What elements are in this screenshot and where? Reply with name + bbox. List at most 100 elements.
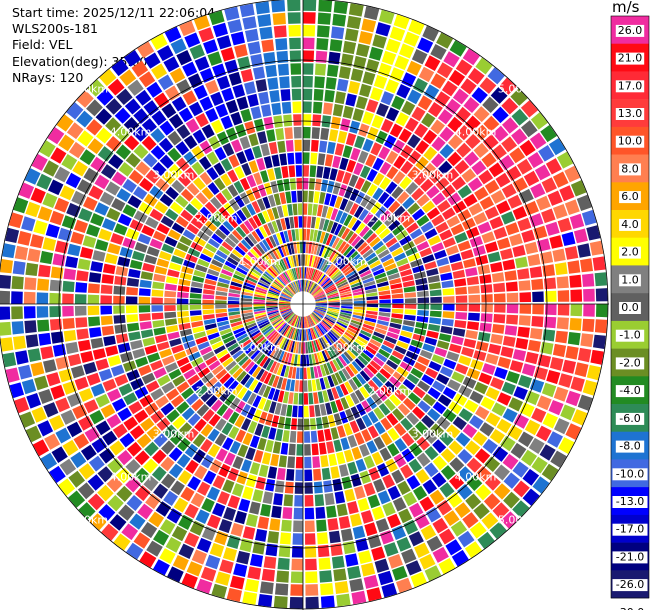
ppi-bin xyxy=(385,458,398,473)
ppi-bin xyxy=(228,71,242,86)
ppi-bin xyxy=(151,289,164,297)
ppi-bin xyxy=(222,220,235,232)
ppi-bin xyxy=(249,501,261,515)
range-ring-label: 4.00km xyxy=(110,471,152,484)
ppi-bin xyxy=(451,176,466,191)
ppi-bin xyxy=(410,339,423,349)
ppi-bin xyxy=(50,147,67,164)
ppi-bin xyxy=(333,413,342,426)
ppi-bin xyxy=(355,458,367,472)
ppi-bin xyxy=(190,492,205,508)
ppi-bin xyxy=(304,469,313,482)
ppi-bin xyxy=(327,265,336,276)
ppi-bin xyxy=(208,135,221,150)
ppi-bin xyxy=(324,492,335,506)
ppi-bin xyxy=(483,493,501,510)
ppi-bin xyxy=(284,127,293,140)
ppi-bin xyxy=(443,510,460,527)
ppi-bin xyxy=(231,139,243,153)
ppi-bin xyxy=(582,273,595,287)
ppi-bin xyxy=(243,320,256,327)
ppi-bin xyxy=(479,322,492,333)
ppi-bin xyxy=(524,419,541,436)
ppi-bin xyxy=(124,98,141,115)
ppi-bin xyxy=(319,377,326,390)
ppi-bin xyxy=(363,482,376,497)
ppi-bin xyxy=(455,286,467,295)
ppi-bin xyxy=(76,90,94,108)
ppi-bin xyxy=(540,125,557,143)
ppi-bin xyxy=(192,275,205,283)
ppi-bin xyxy=(253,301,265,304)
ppi-bin xyxy=(305,533,316,545)
ppi-bin xyxy=(341,227,351,240)
ppi-bin xyxy=(240,108,252,123)
ppi-bin xyxy=(86,99,103,117)
ppi-bin xyxy=(378,290,391,296)
ppi-bin xyxy=(481,231,496,244)
ppi-bin xyxy=(361,429,372,442)
ppi-bin xyxy=(451,335,464,346)
ppi-bin xyxy=(271,264,281,275)
ppi-bin xyxy=(216,131,229,145)
ppi-bin xyxy=(284,481,294,494)
ppi-bin xyxy=(323,247,331,259)
ppi-bin xyxy=(294,380,299,392)
ppi-bin xyxy=(333,1,348,14)
ppi-bin xyxy=(356,43,370,58)
ppi-bin xyxy=(236,471,248,485)
ppi-bin xyxy=(333,343,343,355)
ppi-bin xyxy=(416,214,430,227)
ppi-bin xyxy=(475,406,490,420)
ppi-bin xyxy=(340,397,350,410)
ppi-bin xyxy=(297,254,301,266)
ppi-bin xyxy=(299,316,302,328)
ppi-bin xyxy=(144,254,158,265)
ppi-bin xyxy=(397,403,411,416)
ppi-bin xyxy=(282,291,293,298)
ppi-bin xyxy=(170,38,187,55)
ppi-bin xyxy=(296,280,301,292)
ppi-bin xyxy=(493,282,506,293)
ppi-bin xyxy=(421,374,435,386)
ppi-bin xyxy=(456,142,472,158)
ppi-bin xyxy=(463,258,476,269)
ppi-bin xyxy=(307,267,311,279)
ppi-bin xyxy=(345,408,355,422)
ppi-bin xyxy=(255,368,265,381)
ppi-bin xyxy=(95,108,112,125)
ppi-bin xyxy=(434,347,448,358)
ppi-bin xyxy=(26,393,42,409)
ppi-bin xyxy=(189,44,205,60)
ppi-bin xyxy=(521,363,536,377)
ppi-bin xyxy=(339,338,350,348)
ppi-bin xyxy=(318,557,331,570)
ppi-bin xyxy=(306,280,311,292)
ppi-bin xyxy=(393,155,406,170)
ppi-bin xyxy=(144,402,159,416)
ppi-bin xyxy=(303,12,316,24)
ppi-bin xyxy=(180,209,194,222)
ppi-bin xyxy=(288,340,294,352)
ppi-bin xyxy=(440,448,456,463)
ppi-bin xyxy=(255,314,267,320)
ppi-bin xyxy=(372,240,384,251)
ppi-bin xyxy=(375,372,388,384)
ppi-bin xyxy=(155,178,170,192)
ppi-bin xyxy=(156,258,170,268)
ppi-bin xyxy=(165,362,178,373)
ppi-bin xyxy=(231,229,243,241)
ppi-bin xyxy=(263,156,273,169)
ppi-bin xyxy=(457,209,472,222)
ppi-bin xyxy=(411,106,426,122)
ppi-bin xyxy=(307,341,311,354)
ppi-bin xyxy=(461,168,477,183)
ppi-bin xyxy=(445,245,459,256)
ppi-bin xyxy=(192,433,206,448)
ppi-bin xyxy=(191,549,207,565)
ppi-bin xyxy=(261,568,275,582)
ppi-bin xyxy=(227,216,239,229)
ppi-bin xyxy=(179,328,193,337)
ppi-bin xyxy=(271,0,286,13)
ppi-bin xyxy=(348,378,358,391)
